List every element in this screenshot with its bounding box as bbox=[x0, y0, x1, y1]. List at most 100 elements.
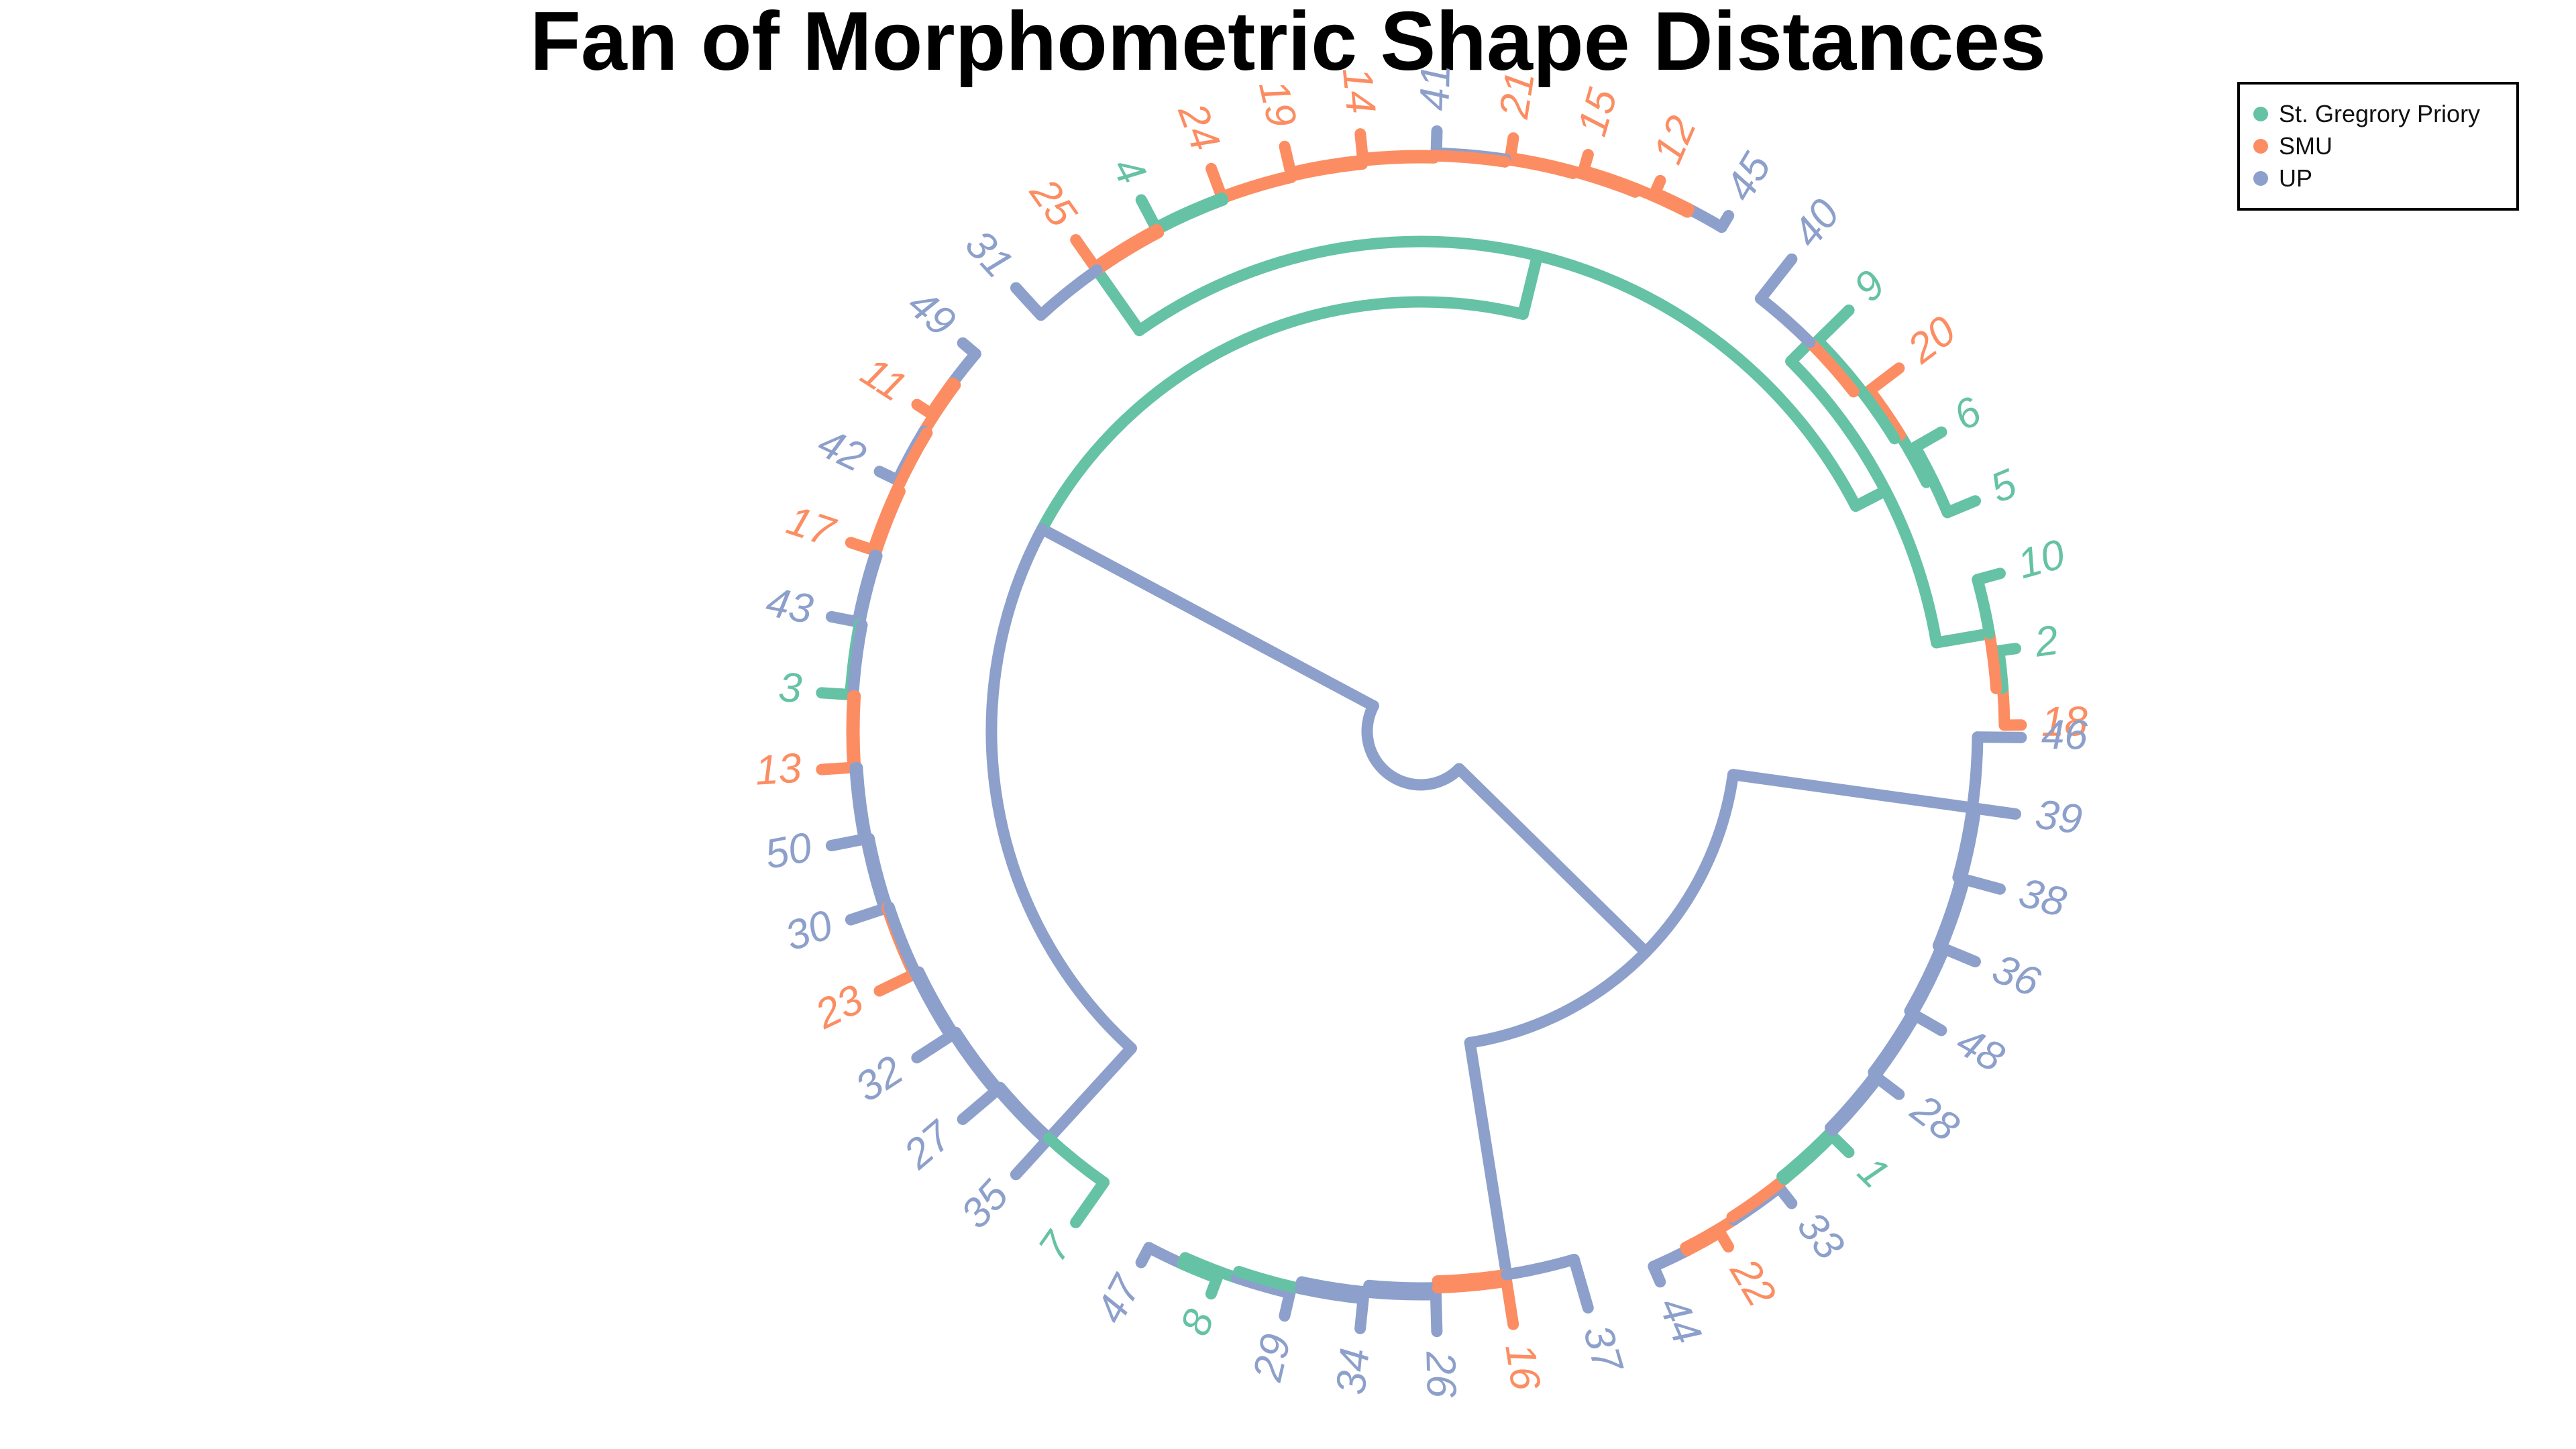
branch-segment bbox=[873, 968, 920, 997]
legend-item-smu: SMU bbox=[2253, 130, 2516, 162]
tip-label: 47 bbox=[1087, 1267, 1150, 1330]
branch-arc bbox=[1726, 1173, 1790, 1223]
legend: St. Gregrory Priory SMU UP bbox=[2237, 82, 2519, 211]
branch-arc bbox=[1909, 441, 1938, 485]
branch-arc bbox=[1432, 1269, 1513, 1287]
branch-segment bbox=[1864, 362, 1905, 396]
branch-arc bbox=[1464, 946, 1652, 1049]
branch-arc bbox=[1640, 769, 1739, 958]
branch-arc bbox=[1972, 574, 1996, 639]
tip-label: 5 bbox=[1984, 460, 2023, 512]
legend-dot-icon bbox=[2253, 171, 2268, 186]
tip-label: 11 bbox=[853, 348, 914, 411]
branch-segment bbox=[1036, 523, 1379, 712]
branch-arc bbox=[1984, 628, 2002, 694]
branch-segment bbox=[1958, 873, 2006, 895]
tip-label: 24 bbox=[1169, 97, 1228, 157]
branch-arc bbox=[1294, 1283, 1369, 1305]
tip-label: 2 bbox=[2031, 617, 2061, 666]
branch-segment bbox=[1430, 1289, 1443, 1338]
tip-label: 29 bbox=[1244, 1330, 1300, 1386]
branch-arc bbox=[847, 619, 868, 702]
branch-arc bbox=[985, 523, 1137, 1055]
branch-arc bbox=[1150, 194, 1229, 235]
tip-label: 26 bbox=[1417, 1350, 1464, 1399]
branch-segment bbox=[1453, 763, 1652, 958]
branch-segment bbox=[1091, 264, 1145, 337]
branch-segment bbox=[1043, 1042, 1137, 1144]
tip-label: 41 bbox=[1411, 64, 1459, 111]
branch-arc bbox=[1036, 296, 1529, 535]
tip-label: 21 bbox=[1491, 68, 1544, 122]
branch-segment bbox=[1010, 1134, 1053, 1181]
tip-label: 20 bbox=[1899, 307, 1964, 372]
branch-arc bbox=[1091, 227, 1165, 276]
branch-arc bbox=[1043, 1132, 1110, 1189]
branch-arc bbox=[848, 690, 861, 774]
tip-label: 3 bbox=[777, 664, 804, 712]
branch-segment bbox=[845, 902, 891, 926]
branch-arc bbox=[1501, 1254, 1580, 1281]
legend-dot-icon bbox=[2253, 139, 2268, 154]
tip-label: 10 bbox=[2012, 531, 2070, 588]
branch-arc bbox=[1361, 700, 1395, 780]
tip-label: 34 bbox=[1328, 1346, 1379, 1397]
tip-label: 43 bbox=[763, 579, 817, 633]
branch-segment bbox=[1517, 250, 1544, 320]
legend-label: St. Gregrory Priory bbox=[2279, 100, 2481, 127]
tip-label: 50 bbox=[761, 824, 816, 878]
tip-label: 7 bbox=[1030, 1223, 1082, 1270]
legend-label: UP bbox=[2279, 164, 2313, 192]
tip-label: 15 bbox=[1569, 83, 1627, 141]
branch-arc bbox=[1035, 264, 1103, 321]
tip-label: 46 bbox=[2041, 712, 2088, 759]
branch-arc bbox=[1428, 150, 1511, 168]
branch-arc bbox=[1785, 356, 1892, 496]
branch-arc bbox=[1776, 1124, 1839, 1183]
tip-label: 23 bbox=[808, 976, 870, 1038]
tip-labels: 1821056209404512152141141924425314911421… bbox=[754, 64, 2088, 1399]
branch-arc bbox=[1755, 292, 1816, 348]
tip-label: 35 bbox=[952, 1172, 1018, 1238]
tip-label: 22 bbox=[1721, 1250, 1784, 1314]
tip-label: 49 bbox=[899, 280, 964, 345]
chart-title: Fan of Morphometric Shape Distances bbox=[530, 0, 2046, 88]
tip-label: 14 bbox=[1334, 65, 1385, 116]
branch-segment bbox=[1931, 628, 1996, 649]
tip-label: 37 bbox=[1574, 1320, 1632, 1379]
branch-arc bbox=[1133, 235, 1544, 337]
branch-arc bbox=[1952, 802, 1978, 883]
branch-segment bbox=[1970, 802, 2021, 820]
branch-segment bbox=[1010, 282, 1047, 321]
tip-label: 32 bbox=[847, 1047, 911, 1111]
tip-label: 12 bbox=[1644, 109, 1705, 170]
branch-arc bbox=[1177, 1258, 1223, 1284]
legend-item-st-gregrory-priory: St. Gregrory Priory bbox=[2253, 98, 2516, 130]
tip-label: 45 bbox=[1717, 145, 1780, 209]
branch-segment bbox=[1812, 304, 1855, 347]
tip-label: 36 bbox=[1986, 945, 2047, 1006]
branch-arc bbox=[1966, 731, 1984, 814]
branch-arc bbox=[1880, 485, 1943, 649]
tip-label: 6 bbox=[1946, 388, 1990, 439]
branch-arc bbox=[1532, 250, 1862, 512]
branch-arc bbox=[1383, 763, 1465, 791]
tip-label: 8 bbox=[1172, 1303, 1224, 1342]
tip-label: 27 bbox=[895, 1112, 962, 1178]
tip-label: 30 bbox=[780, 902, 838, 960]
branch-segment bbox=[1501, 1275, 1519, 1330]
tip-label: 19 bbox=[1250, 76, 1305, 131]
branch-segment bbox=[1727, 769, 1978, 814]
branch-arc bbox=[1356, 152, 1440, 166]
tip-label: 44 bbox=[1650, 1290, 1711, 1351]
tip-label: 9 bbox=[1845, 262, 1894, 311]
branch-segment bbox=[1568, 1254, 1594, 1314]
tip-label: 17 bbox=[782, 497, 842, 556]
tip-label: 40 bbox=[1784, 191, 1849, 256]
branch-arc bbox=[950, 1026, 1004, 1095]
tip-label: 38 bbox=[2014, 869, 2071, 926]
branch-arc bbox=[1363, 1279, 1444, 1294]
branch-segment bbox=[1070, 1177, 1110, 1228]
legend-dot-icon bbox=[2253, 107, 2268, 121]
